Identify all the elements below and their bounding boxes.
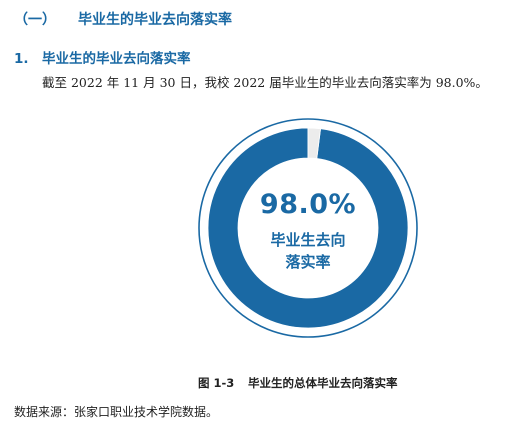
donut-chart-svg xyxy=(198,118,418,338)
subsection-number: 1. xyxy=(14,51,29,67)
section-title: 毕业生的毕业去向落实率 xyxy=(78,12,232,28)
section-heading: （一） 毕业生的毕业去向落实率 xyxy=(14,9,232,29)
donut-center: 98.0% 毕业生去向 落实率 xyxy=(193,113,423,343)
figure-title: 毕业生的总体毕业去向落实率 xyxy=(248,376,398,390)
center-label-line2: 落实率 xyxy=(285,253,331,271)
section-number: （一） xyxy=(14,12,56,28)
figure-caption: 图 1-3 毕业生的总体毕业去向落实率 xyxy=(198,375,398,391)
center-label: 毕业生去向 落实率 xyxy=(258,229,358,273)
donut-slice-placed xyxy=(207,127,409,329)
center-label-line1: 毕业生去向 xyxy=(270,231,346,249)
subsection-heading: 1. 毕业生的毕业去向落实率 xyxy=(14,47,191,67)
body-paragraph: 截至 2022 年 11 月 30 日，我校 2022 届毕业生的毕业去向落实率… xyxy=(42,75,488,90)
donut-chart: 98.0% 毕业生去向 落实率 xyxy=(193,113,423,343)
donut-slice-unplaced xyxy=(307,127,321,159)
subsection-title: 毕业生的毕业去向落实率 xyxy=(42,51,191,67)
figure-number: 图 1-3 xyxy=(198,376,235,390)
donut-outer-ring xyxy=(198,118,418,338)
center-value: 98.0% xyxy=(259,189,357,220)
data-source-note: 数据来源：张家口职业技术学院数据。 xyxy=(14,405,219,419)
